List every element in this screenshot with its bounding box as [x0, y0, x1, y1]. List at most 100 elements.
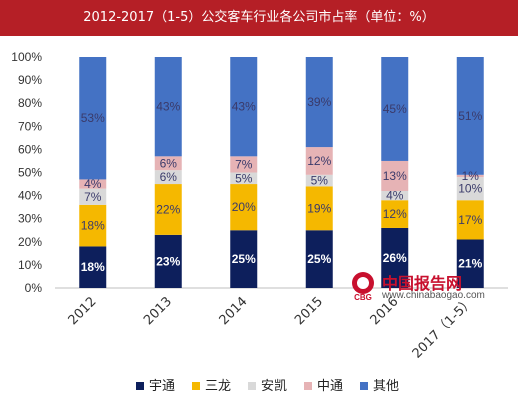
- cbg-logo-icon: CBG: [352, 272, 374, 302]
- bar-segment: [230, 156, 258, 173]
- y-tick-label: 100%: [11, 50, 42, 64]
- chart-svg: 0% 10% 20% 30% 40% 50% 60% 70% 80% 90% 100% 18% 18%…: [11, 50, 508, 362]
- data-label: 22%: [156, 202, 180, 216]
- y-tick-label: 50%: [18, 166, 42, 180]
- bar-segment: [381, 200, 409, 228]
- data-labels: 18%18%7%4%53%23%22%6%6%43%25%20%5%7%43%2…: [81, 95, 483, 274]
- data-label: 51%: [458, 109, 482, 123]
- bar-segment: [305, 230, 333, 288]
- legend-item: 其他: [360, 372, 399, 402]
- data-label: 4%: [386, 189, 404, 203]
- data-label: 45%: [383, 102, 407, 116]
- chart-title: 2012-2017（1-5）公交客车行业各公司市占率（单位：%）: [83, 10, 435, 25]
- bar-segment: [305, 186, 333, 231]
- bar-segment: [456, 57, 484, 175]
- legend-item: 中通: [304, 372, 343, 402]
- data-label: 12%: [383, 207, 407, 221]
- bar-segment: [230, 57, 258, 157]
- data-label: 43%: [232, 100, 256, 114]
- y-tick-label: 40%: [18, 189, 42, 203]
- bar-segment: [154, 170, 182, 185]
- bar-segment: [230, 172, 258, 185]
- bar-segment: [381, 227, 409, 288]
- legend: 宇通 三龙 安凯 中通 其他: [0, 372, 518, 402]
- y-tick-label: 0%: [25, 281, 43, 295]
- watermark: CBG 中国报告网 www.chinabaogao.com: [348, 270, 498, 304]
- legend-item: 安凯: [248, 372, 287, 402]
- y-tick-label: 90%: [18, 73, 42, 87]
- bar-segment: [154, 184, 182, 235]
- bar-segment: [456, 200, 484, 240]
- data-label: 39%: [307, 95, 331, 109]
- bar-segment: [381, 160, 409, 191]
- data-label: 25%: [307, 252, 331, 266]
- bar-segment: [79, 246, 107, 288]
- bar-segment: [305, 147, 333, 175]
- bar-segment: [305, 174, 333, 187]
- data-label: 17%: [458, 213, 482, 227]
- data-label: 18%: [81, 219, 105, 233]
- bar-segment: [456, 177, 484, 201]
- legend-label: 中通: [317, 379, 344, 394]
- bar-segment: [154, 234, 182, 288]
- legend-swatch: [136, 381, 144, 390]
- data-label: 18%: [81, 260, 105, 274]
- bar-segment: [79, 188, 107, 205]
- data-label: 5%: [235, 171, 253, 185]
- bar-segment: [456, 174, 484, 178]
- bar-segment: [79, 179, 107, 189]
- y-tick-label: 60%: [18, 142, 42, 156]
- bar-segment: [230, 230, 258, 288]
- bars: [79, 57, 484, 288]
- bar-segment: [154, 57, 182, 157]
- legend-swatch: [360, 381, 368, 390]
- bar-segment: [79, 57, 107, 180]
- legend-label: 宇通: [149, 379, 176, 394]
- watermark-name: 中国报告网: [382, 274, 463, 293]
- data-label: 13%: [383, 169, 407, 183]
- title-bar: [0, 0, 518, 36]
- y-axis: 0% 10% 20% 30% 40% 50% 60% 70% 80% 90% 100%: [11, 50, 508, 295]
- data-label: 6%: [160, 170, 178, 184]
- data-label: 23%: [156, 254, 180, 268]
- watermark-url: www.chinabaogao.com: [382, 290, 485, 301]
- data-label: 7%: [235, 157, 253, 171]
- bar-segment: [230, 184, 258, 231]
- legend-label: 三龙: [205, 379, 232, 394]
- data-label: 43%: [156, 100, 180, 114]
- data-label: 12%: [307, 154, 331, 168]
- y-tick-label: 30%: [18, 212, 42, 226]
- data-label: 26%: [383, 251, 407, 265]
- legend-label: 安凯: [261, 379, 288, 394]
- x-tick-label: 2015: [292, 294, 326, 328]
- x-tick-label: 2012: [66, 294, 100, 328]
- x-tick-label: 2017（1-5）: [410, 294, 477, 361]
- bar-segment: [456, 239, 484, 288]
- data-label: 10%: [458, 182, 482, 196]
- x-tick-label: 2013: [141, 294, 175, 328]
- bar-segment: [381, 190, 409, 201]
- legend-item: 宇通: [136, 372, 175, 402]
- bar-segment: [154, 156, 182, 171]
- y-tick-label: 70%: [18, 119, 42, 133]
- bar-segment: [381, 57, 409, 161]
- y-tick-label: 80%: [18, 96, 42, 110]
- x-tick-label: 2014: [217, 294, 251, 328]
- legend-label: 其他: [373, 379, 400, 394]
- watermark-badge: CBG: [354, 293, 372, 302]
- data-label: 19%: [307, 201, 331, 215]
- y-tick-label: 20%: [18, 235, 42, 249]
- bar-segment: [79, 204, 107, 247]
- data-label: 4%: [84, 177, 102, 191]
- data-label: 5%: [311, 174, 329, 188]
- data-label: 6%: [160, 156, 178, 170]
- x-axis: 2012 2013 2014 2015 2016 2017（1-5）: [66, 294, 478, 361]
- bar-segment: [305, 57, 333, 148]
- data-label: 1%: [462, 169, 480, 183]
- legend-swatch: [248, 381, 256, 390]
- y-tick-label: 10%: [18, 258, 42, 272]
- data-label: 20%: [232, 200, 256, 214]
- legend-swatch: [192, 381, 200, 390]
- data-label: 25%: [232, 252, 256, 266]
- data-label: 7%: [84, 190, 102, 204]
